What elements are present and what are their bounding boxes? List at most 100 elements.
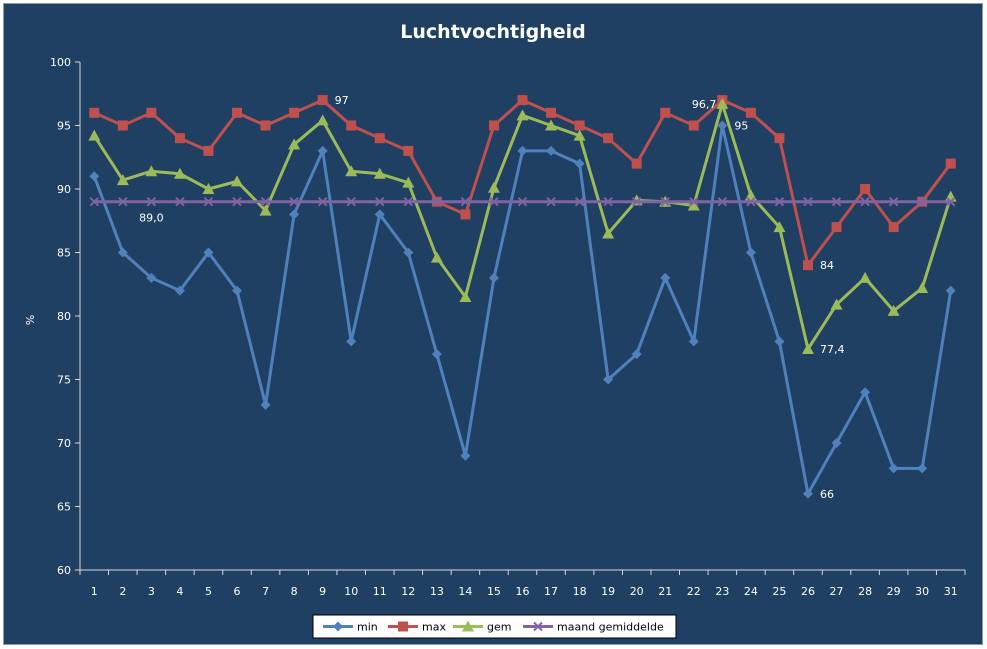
x-tick-label: 23 [715,585,729,598]
legend: min max gem maand gemiddelde [312,614,677,639]
x-tick-label: 18 [573,585,587,598]
x-tick-label: 12 [401,585,415,598]
data-point-gem [259,204,272,216]
series-maand-gemiddelde [89,196,956,207]
data-point-max [374,133,385,144]
data-point-gem [602,227,615,239]
data-point-min [174,285,185,296]
data-point-max [460,209,471,220]
data-point-max [546,107,557,118]
data-point-gem [231,175,244,187]
data-point-maand-gemiddelde [403,196,414,207]
x-tick-label: 24 [744,585,758,598]
data-point-gem [887,304,900,316]
data-point-max [860,184,871,194]
series-line-gem [93,102,953,351]
x-tick-label: 6 [234,585,241,598]
data-point-maand-gemiddelde [631,196,642,207]
data-label: 97 [335,94,349,107]
data-point-max [346,120,357,131]
x-tick-label: 9 [319,585,326,598]
x-tick-label: 10 [344,585,358,598]
data-point-max [260,120,271,131]
x-tick-label: 20 [630,585,644,598]
data-point-min [603,374,614,385]
data-point-maand-gemiddelde [660,196,670,207]
data-point-gem [801,343,814,355]
data-point-gem [545,119,558,131]
data-point-min [860,387,871,398]
legend-marker [533,621,543,632]
data-point-maand-gemiddelde [546,196,556,207]
data-point-maand-gemiddelde [375,196,385,207]
data-point-maand-gemiddelde [574,196,585,207]
x-tick-label: 16 [516,585,530,598]
y-tick-label: 95 [57,120,71,133]
data-point-maand-gemiddelde [946,196,956,207]
data-point-gem [88,129,101,141]
x-tick-label: 30 [915,585,929,598]
x-tick-label: 17 [544,585,558,598]
data-point-maand-gemiddelde [831,196,842,207]
x-tick-label: 31 [944,585,958,598]
x-tick-label: 1 [91,585,98,598]
data-point-min [774,336,785,347]
x-tick-label: 29 [887,585,901,598]
data-point-gem [830,298,843,310]
data-point-max [289,107,300,118]
y-tick-label: 70 [57,437,71,450]
data-point-max [945,158,956,169]
data-point-max [488,120,499,131]
x-tick-label: 19 [601,585,615,598]
data-point-gem [116,174,129,186]
legend-item-gem: gem [453,620,511,634]
x-tick-label: 11 [373,585,387,598]
data-point-gem [859,271,872,283]
data-point-min [289,209,300,220]
x-tick-label: 8 [291,585,298,598]
data-point-maand-gemiddelde [346,196,356,207]
y-axis-label: % [24,315,37,325]
data-point-max [660,107,671,118]
legend-marker [333,621,343,632]
data-point-gem [373,167,386,179]
legend-box [312,614,677,639]
data-label: 96,7 [692,98,717,111]
data-point-min [431,349,442,360]
data-point-maand-gemiddelde [717,196,728,207]
data-point-gem [202,183,215,194]
data-point-max [688,120,699,131]
data-point-min [374,209,385,220]
series-line-min [92,124,953,496]
data-point-min [260,399,271,410]
x-tick-label: 15 [487,585,501,598]
x-tick-label: 13 [430,585,444,598]
data-point-maand-gemiddelde [118,196,128,207]
data-point-min [488,272,499,283]
data-point-gem [316,114,329,126]
x-tick-label: 22 [687,585,701,598]
x-tick-label: 2 [119,585,126,598]
data-point-maand-gemiddelde [146,196,157,207]
data-point-gem [145,165,158,177]
data-point-gem [516,109,529,121]
data-point-max [146,107,157,118]
y-tick-label: 90 [57,183,71,196]
data-point-min [802,488,813,499]
data-point-min [346,336,357,347]
legend-item-maand-gemiddelde: maand gemiddelde [523,621,664,634]
data-point-gem [288,138,301,150]
data-point-max [745,107,756,118]
y-tick-label: 80 [57,310,71,323]
legend-label: maand gemiddelde [557,621,664,634]
legend-marker [462,620,474,632]
data-point-max [888,222,899,233]
x-tick-label: 28 [858,585,872,598]
data-point-gem [487,181,500,193]
data-point-maand-gemiddelde [489,196,499,207]
data-point-maand-gemiddelde [460,196,471,207]
data-point-min [146,272,157,283]
data-point-maand-gemiddelde [689,196,699,207]
x-tick-label: 27 [830,585,844,598]
data-point-min [574,158,585,169]
